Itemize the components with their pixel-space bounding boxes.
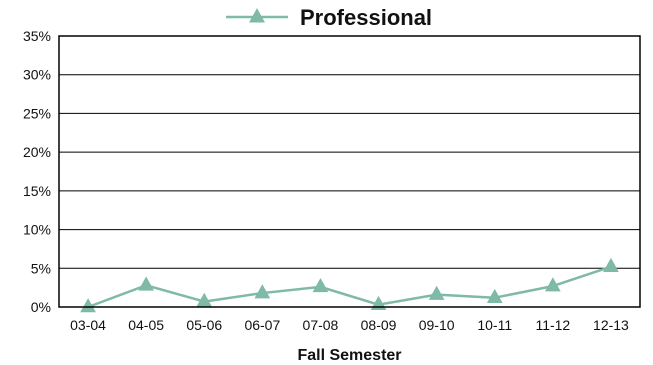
- x-tick-label-3: 06-07: [244, 317, 280, 333]
- x-tick-label-8: 11-12: [535, 317, 570, 333]
- data-point-04-05: [138, 276, 154, 291]
- y-tick-label-3: 15%: [23, 183, 51, 199]
- x-tick-label-2: 05-06: [186, 317, 222, 333]
- x-axis-title: Fall Semester: [297, 347, 401, 364]
- data-point-12-13: [603, 257, 619, 273]
- x-tick-label-1: 04-05: [128, 317, 164, 333]
- x-tick-label-4: 07-08: [303, 317, 339, 333]
- y-tick-label-0: 0%: [31, 299, 51, 315]
- series-line-0: [87, 265, 612, 309]
- plot-area-frame: [58, 35, 641, 308]
- x-tick-label-5: 08-09: [361, 317, 397, 333]
- series-professional: [80, 257, 619, 313]
- data-point-07-08: [312, 278, 329, 293]
- y-tick-label-5: 25%: [23, 105, 51, 121]
- y-tick-label-1: 5%: [31, 260, 51, 276]
- data-point-06-07: [254, 284, 271, 299]
- x-tick-label-7: 10-11: [477, 317, 512, 333]
- y-tick-label-2: 10%: [23, 222, 51, 238]
- x-tick-label-0: 03-04: [70, 317, 106, 333]
- data-point-11-12: [545, 277, 561, 292]
- x-axis-tick-labels: 03-04 04-05 05-06 06-07 07-08 08-09 09-10 10-11…: [70, 317, 629, 333]
- y-axis-tick-labels: 0% 5% 10% 15% 20% 25% 30% 35%: [23, 28, 51, 315]
- data-point-03-04: [80, 298, 96, 313]
- x-tick-label-6: 09-10: [419, 317, 455, 333]
- legend-label-professional: Professional: [300, 5, 432, 30]
- legend-triangle-marker: [249, 8, 265, 23]
- data-point-10-11: [486, 288, 503, 303]
- x-tick-label-9: 12-13: [593, 317, 629, 333]
- y-tick-label-6: 30%: [23, 67, 51, 83]
- gridlines: [59, 74, 640, 269]
- y-tick-label-4: 20%: [23, 144, 51, 160]
- legend: Professional: [226, 5, 432, 30]
- y-tick-label-7: 35%: [23, 28, 51, 44]
- data-point-09-10: [428, 285, 445, 300]
